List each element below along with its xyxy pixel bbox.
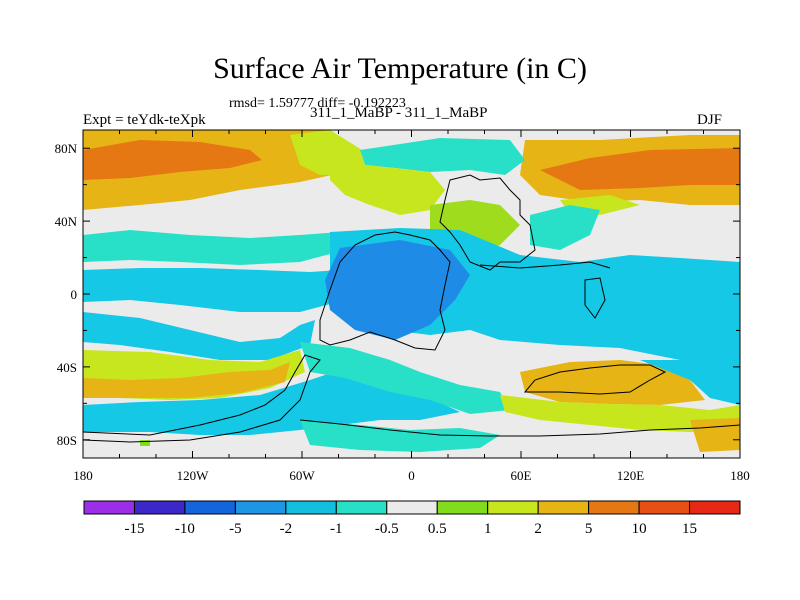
colorbar-label: 15 [682,521,697,537]
colorbar-swatch [487,500,539,515]
field-region [300,342,510,414]
colorbar-swatch [638,500,691,515]
experiment-title: 311_1_MaBP - 311_1_MaBP [310,105,488,121]
colorbar-label: 10 [632,521,647,537]
map-field [83,130,740,458]
colorbar-label: -15 [124,521,144,537]
field-region [83,140,262,180]
y-tick-label: 40S [57,360,77,375]
x-tick-label: 120W [177,468,210,483]
colorbar-label: -10 [175,521,195,537]
field-region [530,205,600,250]
y-tick-label: 80S [57,433,77,448]
colorbar-label: -1 [330,521,343,537]
colorbar-swatch [234,500,287,515]
y-tick-label: 40N [55,214,78,229]
y-tick-label: 80N [55,141,78,156]
x-tick-label: 0 [408,468,415,483]
field-region [690,418,740,452]
coastline [479,261,611,269]
colorbar-label: -0.5 [375,521,399,537]
x-tick-label: 180 [73,468,93,483]
colorbar-label: -5 [229,521,242,537]
y-axis: 80N 40N 0 40S 80S [55,141,740,448]
colorbar-swatch [285,500,337,515]
x-tick-label: 120E [617,468,645,483]
field-region [325,240,470,340]
colorbar-swatch [689,500,741,515]
field-region [330,150,445,215]
x-axis: 180 120W 60W 0 60E 120E 180 [73,130,750,483]
coastline [299,419,740,437]
field-region [83,362,290,398]
colorbar-label: -2 [280,521,293,537]
colorbar-label: 1 [484,521,492,537]
field-region [83,268,345,312]
field-region [83,230,345,265]
coastline [439,174,536,271]
colorbar-swatch [83,500,135,515]
x-tick-label: 60E [511,468,532,483]
colorbar-swatch [184,500,236,515]
x-tick-label: 60W [289,468,315,483]
colorbar-label: 0.5 [428,521,447,537]
colorbar-swatch [133,500,186,515]
field-region [83,370,460,435]
colorbar-swatch [335,500,388,515]
field-region [640,360,740,405]
field-region [300,420,500,452]
field-region [360,138,525,175]
colorbar-label: 5 [585,521,593,537]
coastline [523,364,667,395]
chart-title: Surface Air Temperature (in C) [213,52,587,85]
coastline [584,277,606,319]
coastline [83,354,321,443]
x-tick-label: 180 [730,468,750,483]
coastline [319,231,451,351]
field-region [83,312,315,360]
experiment-label: Expt = teYdk-teXpk [83,112,206,128]
y-tick-label: 0 [71,287,78,302]
season-label: DJF [697,112,723,128]
field-region [500,395,740,432]
colorbar-swatch [386,500,438,515]
colorbar-label: 2 [534,521,542,537]
colorbar-swatch [436,500,489,515]
colorbar-swatch [537,500,590,515]
stats-line: rmsd= 1.59777 diff= -0.192223 [229,96,406,111]
colorbar-swatch [588,500,640,515]
field-region [540,148,740,190]
colorbar: -15 -10 -5 -2 -1 -0.5 0.5 1 2 5 10 15 [83,500,741,537]
